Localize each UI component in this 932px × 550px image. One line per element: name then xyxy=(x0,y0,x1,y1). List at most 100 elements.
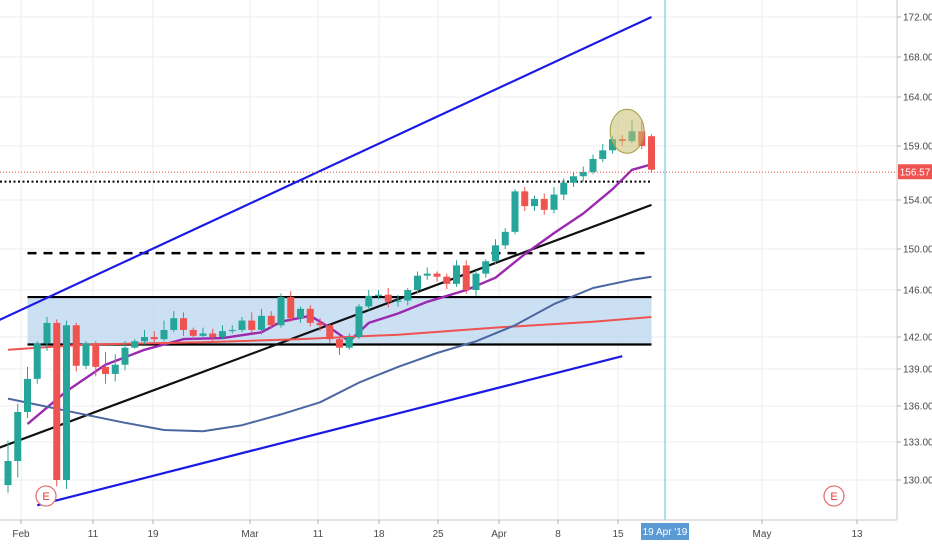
candle-body xyxy=(14,412,22,461)
candle-body xyxy=(131,341,139,348)
candle-body xyxy=(24,378,31,412)
candle-body xyxy=(414,275,421,290)
candle-body xyxy=(648,136,655,170)
candle-body xyxy=(277,297,285,326)
candle-body xyxy=(33,343,41,379)
candle-body xyxy=(287,297,295,319)
candle-body xyxy=(511,191,519,232)
candle-body xyxy=(297,308,304,319)
time-axis[interactable]: Feb 11 19 Mar 11 18 25 Apr 8 15 May 13 xyxy=(12,520,863,540)
candle-body xyxy=(482,261,490,274)
candle-body xyxy=(209,333,217,337)
time-tick-label: May xyxy=(753,529,772,540)
time-tick-label: 11 xyxy=(313,529,324,540)
candle-body xyxy=(570,176,577,183)
candle-body xyxy=(326,325,334,340)
candle-body xyxy=(394,300,402,302)
earnings-marker-1[interactable]: E xyxy=(35,485,57,507)
price-tick-label: 150.00 xyxy=(903,245,932,256)
candle-body xyxy=(72,325,80,366)
candle-body xyxy=(589,158,597,172)
time-tick-label: 25 xyxy=(432,529,444,540)
candle-body xyxy=(248,320,256,330)
candle-body xyxy=(238,320,246,330)
candle-body xyxy=(306,308,314,323)
candle-body xyxy=(375,294,382,296)
time-tick-label: Mar xyxy=(241,529,259,540)
candle-body xyxy=(599,150,607,159)
candle-body xyxy=(150,337,158,340)
price-tick-label: 164.00 xyxy=(903,93,932,104)
candle-body xyxy=(170,318,178,330)
trend-line-2 xyxy=(36,355,623,507)
candle-body xyxy=(345,337,353,348)
annotation-layer xyxy=(0,0,897,520)
drawing-lines-layer xyxy=(0,16,652,507)
candle-body xyxy=(141,337,148,342)
candle-body xyxy=(501,231,509,246)
candle-body xyxy=(63,325,70,480)
price-tick-label: 154.00 xyxy=(903,196,932,207)
candle-body xyxy=(560,182,568,195)
candle-body xyxy=(228,329,236,332)
price-tick-label: 142.00 xyxy=(903,333,932,344)
candle-body xyxy=(180,318,187,330)
moving-average-line-3 xyxy=(7,275,652,433)
candle-body xyxy=(404,290,412,301)
time-tick-label: 19 xyxy=(147,529,159,540)
candle-body xyxy=(121,347,129,365)
candle-body xyxy=(355,306,363,337)
candle-body xyxy=(53,322,61,480)
candle-body xyxy=(92,343,100,367)
time-tick-label: 8 xyxy=(555,529,561,540)
price-tick-label: 146.00 xyxy=(903,286,932,297)
candle-body xyxy=(433,273,441,277)
price-tick-label: 136.00 xyxy=(903,402,932,413)
candle-body xyxy=(258,315,265,330)
price-axis[interactable]: 172.00 168.00 164.00 159.00 154.00 150.00 146.… xyxy=(897,13,932,487)
price-tick-label: 133.00 xyxy=(903,438,932,449)
candle-body xyxy=(219,331,226,337)
candle-body xyxy=(472,273,480,290)
time-tick-label: 15 xyxy=(612,529,624,540)
candle-body xyxy=(316,322,324,326)
grid xyxy=(0,0,897,520)
candle-body xyxy=(462,265,470,290)
earnings-marker-label: E xyxy=(42,491,49,503)
time-tick-label: Apr xyxy=(491,529,507,540)
earnings-marker-2[interactable]: E xyxy=(823,485,845,507)
price-tick-label: 168.00 xyxy=(903,53,932,64)
time-tick-label: Feb xyxy=(12,529,30,540)
candle-body xyxy=(365,295,373,307)
highlight-circle xyxy=(609,108,645,154)
candle-body xyxy=(550,194,558,210)
time-tick-label: 13 xyxy=(851,529,863,540)
candle-body xyxy=(199,333,207,336)
last-price-badge: 156.57 xyxy=(898,164,932,180)
trend-line-1 xyxy=(0,16,652,321)
candle-body xyxy=(384,294,392,302)
candle-body xyxy=(82,343,90,366)
candle-body xyxy=(189,329,197,336)
last-price-label: 156.57 xyxy=(900,168,931,179)
candle-body xyxy=(521,191,529,207)
time-tick-label: 18 xyxy=(373,529,385,540)
candle-body xyxy=(609,139,616,151)
earnings-marker-label: E xyxy=(830,491,837,503)
cursor-date-label: 19 Apr '19 xyxy=(643,527,688,538)
candle-body xyxy=(160,329,168,340)
cursor-date-badge: 19 Apr '19 xyxy=(641,523,689,540)
time-tick-label: 11 xyxy=(88,529,99,540)
candle-body xyxy=(579,171,587,177)
candle-body xyxy=(531,198,538,207)
price-tick-label: 139.00 xyxy=(903,365,932,376)
price-tick-label: 172.00 xyxy=(903,13,932,24)
candle-body xyxy=(43,322,51,344)
candle-body xyxy=(336,339,343,348)
candle-body xyxy=(423,273,431,276)
candle-body xyxy=(102,366,109,374)
candle-body xyxy=(111,364,119,374)
candle-body xyxy=(4,461,12,486)
price-tick-label: 159.00 xyxy=(903,142,932,153)
